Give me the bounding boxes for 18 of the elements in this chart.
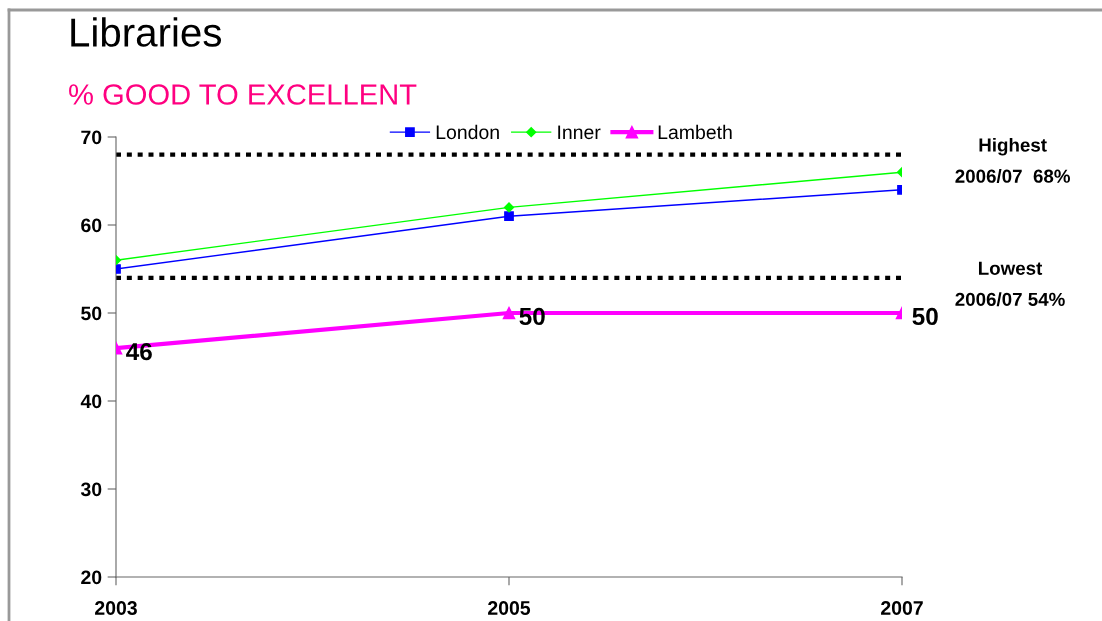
data-label: 46 [126, 343, 152, 361]
y-tick-label: 20 [81, 570, 102, 585]
y-tick-label: 60 [81, 218, 102, 233]
y-tick-label: 70 [81, 130, 102, 145]
legend-label: London [436, 124, 499, 140]
x-tick-label: 2005 [488, 601, 531, 615]
ref-line-label: Highest 2006/07 68% [955, 137, 1071, 184]
ref-line-label: Lowest 2006/07 54% [955, 261, 1065, 307]
legend-label: Inner [558, 125, 601, 140]
data-label: 50 [912, 307, 938, 326]
x-tick-label: 2007 [881, 601, 923, 615]
chart-subtitle: % GOOD TO EXCELLENT [69, 84, 417, 105]
x-tick-label: 2003 [95, 601, 137, 615]
y-tick-label: 40 [80, 394, 102, 409]
y-tick-label: 50 [81, 306, 102, 321]
chart-title: Libraries [71, 17, 222, 47]
y-tick-label: 30 [80, 482, 102, 497]
legend-label: Lambeth [658, 124, 732, 140]
